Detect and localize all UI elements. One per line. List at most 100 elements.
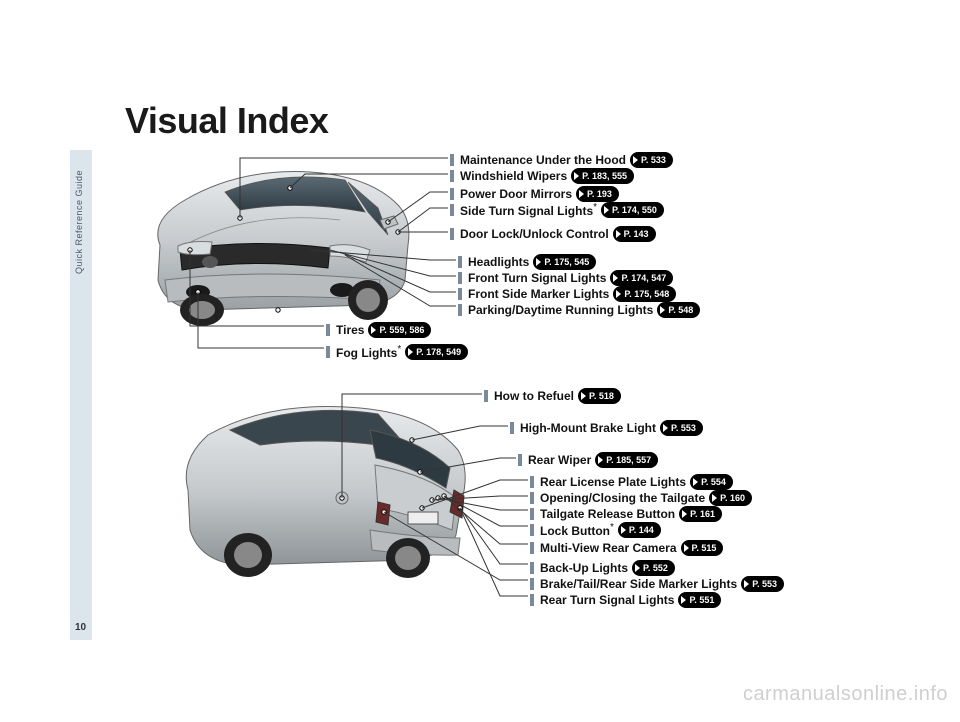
page-ref-text: P. 175, 548 bbox=[624, 287, 669, 301]
page-ref-pill[interactable]: P. 174, 550 bbox=[601, 202, 664, 218]
page-ref-pill[interactable]: P. 161 bbox=[679, 506, 722, 522]
rear-callout: Opening/Closing the Tailgate P. 160 bbox=[530, 490, 752, 506]
callout-tick bbox=[458, 304, 462, 316]
page-ref-arrow-icon bbox=[371, 326, 376, 334]
page-ref-text: P. 551 bbox=[689, 593, 714, 607]
page-ref-pill[interactable]: P. 144 bbox=[618, 522, 661, 538]
page-ref-arrow-icon bbox=[536, 258, 541, 266]
page-ref-arrow-icon bbox=[616, 230, 621, 238]
front-callout: Front Side Marker LightsP. 175, 548 bbox=[458, 286, 676, 302]
page-ref-arrow-icon bbox=[604, 206, 609, 214]
callout-tick bbox=[458, 288, 462, 300]
page-ref-text: P. 518 bbox=[589, 389, 614, 403]
callout-label: Side Turn Signal Lights* bbox=[460, 202, 597, 218]
callout-label: Multi-View Rear Camera bbox=[540, 541, 677, 555]
front-callout: Side Turn Signal Lights* P. 174, 550 bbox=[450, 202, 664, 218]
page-ref-pill[interactable]: P. 174, 547 bbox=[610, 270, 673, 286]
page-ref-text: P. 552 bbox=[643, 561, 668, 575]
callout-tick bbox=[450, 154, 454, 166]
rear-callout: High-Mount Brake LightP. 553 bbox=[510, 420, 703, 436]
rear-callout: Back-Up Lights P. 552 bbox=[530, 560, 675, 576]
front-callout: Parking/Daytime Running Lights P. 548 bbox=[458, 302, 700, 318]
callout-tick bbox=[530, 508, 534, 520]
callout-label: Opening/Closing the Tailgate bbox=[540, 491, 705, 505]
page-ref-arrow-icon bbox=[613, 274, 618, 282]
page-ref-pill[interactable]: P. 553 bbox=[741, 576, 784, 592]
callout-tick bbox=[458, 272, 462, 284]
callout-tick bbox=[530, 476, 534, 488]
page-ref-pill[interactable]: P. 515 bbox=[681, 540, 724, 556]
page-ref-pill[interactable]: P. 185, 557 bbox=[595, 452, 658, 468]
page-ref-pill[interactable]: P. 143 bbox=[613, 226, 656, 242]
page-ref-arrow-icon bbox=[635, 564, 640, 572]
page-ref-arrow-icon bbox=[621, 526, 626, 534]
page-ref-text: P. 160 bbox=[720, 491, 745, 505]
rear-callout: Lock Button* P. 144 bbox=[530, 522, 661, 538]
callout-label: Parking/Daytime Running Lights bbox=[468, 303, 653, 317]
callout-label: Back-Up Lights bbox=[540, 561, 628, 575]
front-callout: Door Lock/Unlock Control P. 143 bbox=[450, 226, 656, 242]
callout-label: Tailgate Release Button bbox=[540, 507, 675, 521]
callout-tick bbox=[484, 390, 488, 402]
page-ref-pill[interactable]: P. 533 bbox=[630, 152, 673, 168]
callout-label: Brake/Tail/Rear Side Marker Lights bbox=[540, 577, 737, 591]
front-callout: Tires P. 559, 586 bbox=[326, 322, 431, 338]
callout-label: How to Refuel bbox=[494, 389, 574, 403]
callout-label: Tires bbox=[336, 323, 364, 337]
page-ref-pill[interactable]: P. 552 bbox=[632, 560, 675, 576]
page-number: 10 bbox=[75, 622, 86, 633]
page-ref-pill[interactable]: P. 553 bbox=[660, 420, 703, 436]
watermark: carmanualsonline.info bbox=[743, 683, 948, 706]
page-ref-pill[interactable]: P. 160 bbox=[709, 490, 752, 506]
page-ref-text: P. 174, 550 bbox=[612, 203, 657, 217]
page-ref-pill[interactable]: P. 183, 555 bbox=[571, 168, 634, 184]
page-ref-arrow-icon bbox=[682, 510, 687, 518]
front-callout: Windshield Wipers P. 183, 555 bbox=[450, 168, 634, 184]
callout-label: Headlights bbox=[468, 255, 529, 269]
callout-label: Door Lock/Unlock Control bbox=[460, 227, 609, 241]
footnote-star: * bbox=[610, 522, 614, 533]
page-ref-pill[interactable]: P. 551 bbox=[678, 592, 721, 608]
callout-label: Front Turn Signal Lights bbox=[468, 271, 606, 285]
page-ref-text: P. 185, 557 bbox=[606, 453, 651, 467]
page-ref-pill[interactable]: P. 554 bbox=[690, 474, 733, 490]
page-ref-arrow-icon bbox=[581, 392, 586, 400]
page-ref-pill[interactable]: P. 193 bbox=[576, 186, 619, 202]
page-ref-text: P. 178, 549 bbox=[416, 345, 461, 359]
rear-callout: Rear Turn Signal LightsP. 551 bbox=[530, 592, 721, 608]
page-ref-text: P. 515 bbox=[692, 541, 717, 555]
page-ref-pill[interactable]: P. 175, 548 bbox=[613, 286, 676, 302]
page-ref-arrow-icon bbox=[660, 306, 665, 314]
callout-tick bbox=[530, 562, 534, 574]
callout-tick bbox=[450, 204, 454, 216]
page-ref-text: P. 161 bbox=[690, 507, 715, 521]
page-ref-arrow-icon bbox=[681, 596, 686, 604]
page-ref-text: P. 144 bbox=[629, 523, 654, 537]
callout-label: Fog Lights* bbox=[336, 344, 401, 360]
page-ref-arrow-icon bbox=[579, 190, 584, 198]
callout-tick bbox=[530, 594, 534, 606]
callout-label: Power Door Mirrors bbox=[460, 187, 572, 201]
rear-callout: Multi-View Rear Camera P. 515 bbox=[530, 540, 723, 556]
page-ref-pill[interactable]: P. 175, 545 bbox=[533, 254, 596, 270]
callout-tick bbox=[326, 324, 330, 336]
page-ref-pill[interactable]: P. 178, 549 bbox=[405, 344, 468, 360]
callout-tick bbox=[530, 524, 534, 536]
page-ref-pill[interactable]: P. 518 bbox=[578, 388, 621, 404]
callout-label: Windshield Wipers bbox=[460, 169, 567, 183]
page-ref-arrow-icon bbox=[616, 290, 621, 298]
page-ref-text: P. 548 bbox=[668, 303, 693, 317]
rear-callout: Tailgate Release Button P. 161 bbox=[530, 506, 722, 522]
page-ref-arrow-icon bbox=[598, 456, 603, 464]
page-ref-pill[interactable]: P. 559, 586 bbox=[368, 322, 431, 338]
page-ref-text: P. 143 bbox=[624, 227, 649, 241]
rear-callout: How to Refuel P. 518 bbox=[484, 388, 621, 404]
page-ref-arrow-icon bbox=[684, 544, 689, 552]
callout-label: Lock Button* bbox=[540, 522, 614, 538]
front-callout: Fog Lights* P. 178, 549 bbox=[326, 344, 468, 360]
callout-tick bbox=[530, 578, 534, 590]
page-ref-pill[interactable]: P. 548 bbox=[657, 302, 700, 318]
front-callout: Front Turn Signal Lights P. 174, 547 bbox=[458, 270, 673, 286]
callout-tick bbox=[530, 492, 534, 504]
page-ref-text: P. 553 bbox=[752, 577, 777, 591]
